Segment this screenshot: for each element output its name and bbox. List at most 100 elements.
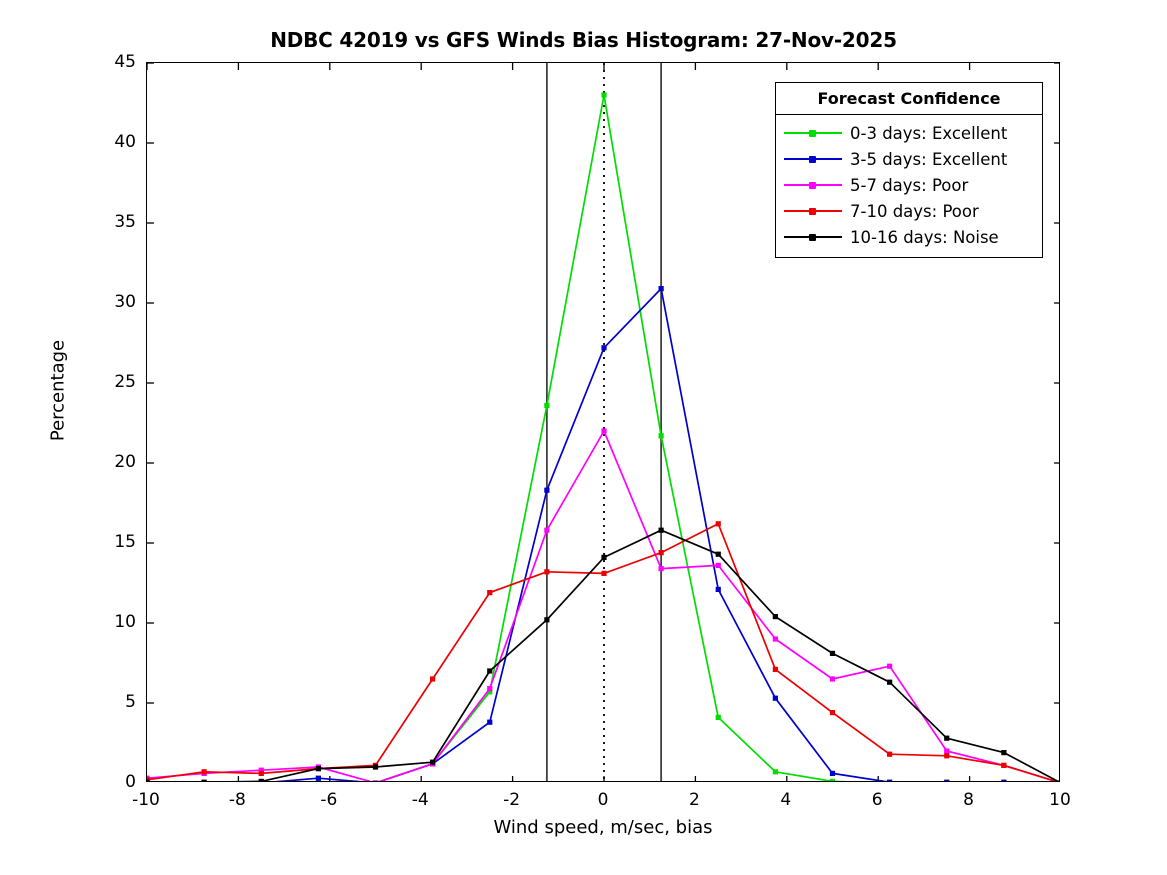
- series-marker-1: [944, 779, 950, 781]
- x-tick-label: 4: [780, 790, 792, 810]
- y-tick-label: 35: [114, 212, 136, 232]
- legend-item-2[interactable]: 5-7 days: Poor: [776, 172, 1042, 198]
- series-marker-4: [372, 764, 379, 770]
- legend-item-label: 7-10 days: Poor: [850, 201, 979, 221]
- legend-item-label: 5-7 days: Poor: [850, 175, 969, 195]
- x-tick-label: 8: [963, 790, 974, 810]
- series-marker-2: [601, 428, 607, 434]
- series-marker-4: [258, 778, 264, 781]
- series-marker-1: [315, 775, 321, 781]
- legend-swatch-icon: [784, 204, 842, 218]
- series-marker-3: [1001, 762, 1007, 768]
- x-tick-label: -10: [132, 790, 160, 810]
- series-marker-4: [147, 779, 150, 781]
- series-marker-2: [829, 676, 836, 682]
- series-marker-4: [772, 614, 778, 620]
- x-tick-label: 2: [688, 790, 700, 810]
- y-tick-label: 20: [114, 452, 136, 472]
- legend-swatch-icon: [784, 178, 842, 192]
- series-marker-0: [829, 778, 836, 781]
- x-tick-label: 10: [1049, 790, 1071, 810]
- legend-swatch-icon: [784, 230, 842, 244]
- series-marker-1: [601, 345, 607, 351]
- y-tick-label: 45: [114, 52, 136, 72]
- series-marker-3: [258, 770, 264, 776]
- series-marker-3: [430, 676, 436, 682]
- series-marker-4: [430, 759, 436, 765]
- series-marker-3: [829, 710, 836, 716]
- series-marker-3: [201, 769, 207, 775]
- series-marker-3: [772, 666, 778, 672]
- chart-title: NDBC 42019 vs GFS Winds Bias Histogram: …: [270, 28, 897, 52]
- plot-area: [146, 62, 1060, 782]
- series-marker-4: [829, 650, 836, 656]
- series-marker-3: [887, 751, 893, 757]
- legend-swatch-icon: [784, 126, 842, 140]
- series-marker-1: [658, 286, 664, 292]
- x-tick-label: 6: [871, 790, 883, 810]
- series-marker-4: [1001, 750, 1007, 756]
- y-tick-label: 0: [125, 772, 136, 792]
- series-marker-2: [658, 566, 664, 572]
- x-axis-label: Wind speed, m/sec, bias: [493, 817, 713, 838]
- legend-item-label: 10-16 days: Noise: [850, 227, 999, 247]
- series-marker-2: [258, 767, 264, 773]
- series-marker-2: [772, 636, 778, 642]
- series-marker-2: [487, 686, 493, 692]
- series-marker-4: [201, 779, 207, 781]
- legend-item-label: 3-5 days: Excellent: [850, 149, 1008, 169]
- legend-item-0[interactable]: 0-3 days: Excellent: [776, 120, 1042, 146]
- series-marker-4: [544, 617, 550, 623]
- series-marker-1: [544, 487, 550, 493]
- x-tick-label: -2: [503, 790, 521, 810]
- series-marker-3: [147, 777, 150, 781]
- y-tick-label: 10: [114, 612, 136, 632]
- series-marker-1: [887, 779, 893, 781]
- series-marker-3: [658, 550, 664, 556]
- series-marker-0: [772, 769, 778, 775]
- legend-swatch-icon: [784, 152, 842, 166]
- series-marker-3: [715, 521, 721, 527]
- series-marker-0: [544, 402, 550, 408]
- x-tick-label: -4: [411, 790, 429, 810]
- series-marker-2: [372, 780, 379, 781]
- plot-canvas: [147, 63, 1059, 781]
- legend-item-3[interactable]: 7-10 days: Poor: [776, 198, 1042, 224]
- legend-item-1[interactable]: 3-5 days: Excellent: [776, 146, 1042, 172]
- legend-item-4[interactable]: 10-16 days: Noise: [776, 224, 1042, 250]
- series-marker-1: [772, 695, 778, 701]
- legend-items: 0-3 days: Excellent 3-5 days: Excellent 5-…: [776, 115, 1042, 257]
- series-marker-4: [1058, 780, 1059, 781]
- x-tick-label: 0: [597, 790, 609, 810]
- series-marker-1: [1001, 779, 1007, 781]
- series-marker-2: [887, 663, 893, 669]
- series-marker-4: [715, 551, 721, 557]
- legend-item-label: 0-3 days: Excellent: [850, 123, 1008, 143]
- series-marker-0: [601, 92, 607, 98]
- x-tick-label: -8: [228, 790, 246, 810]
- legend-title: Forecast Confidence: [776, 83, 1042, 115]
- x-tick-label: -6: [320, 790, 338, 810]
- series-marker-4: [944, 735, 950, 741]
- series-marker-3: [487, 590, 493, 596]
- series-marker-1: [487, 719, 493, 725]
- y-tick-label: 5: [125, 692, 136, 712]
- series-marker-0: [715, 714, 721, 720]
- series-marker-4: [315, 766, 321, 772]
- series-marker-0: [658, 433, 664, 439]
- series-marker-3: [601, 570, 607, 576]
- y-tick-label: 30: [114, 292, 136, 312]
- series-marker-4: [487, 668, 493, 674]
- series-marker-3: [944, 753, 950, 759]
- y-tick-label: 25: [114, 372, 136, 392]
- series-marker-1: [829, 770, 836, 776]
- series-marker-0: [487, 689, 493, 695]
- legend: Forecast Confidence 0-3 days: Excellent 3…: [775, 82, 1043, 258]
- series-marker-3: [544, 569, 550, 575]
- series-marker-4: [601, 554, 607, 560]
- y-tick-label: 15: [114, 532, 136, 552]
- series-marker-2: [715, 562, 721, 568]
- y-tick-label: 40: [114, 132, 136, 152]
- series-marker-2: [944, 748, 950, 754]
- series-marker-2: [544, 527, 550, 533]
